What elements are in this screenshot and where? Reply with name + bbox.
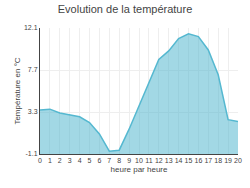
svg-text:10: 10	[135, 157, 143, 164]
svg-text:-1.1: -1.1	[26, 150, 38, 157]
svg-text:heure par heure: heure par heure	[111, 165, 168, 174]
svg-text:7: 7	[107, 157, 111, 164]
svg-text:Température en °C: Température en °C	[13, 57, 22, 124]
svg-text:9: 9	[127, 157, 131, 164]
svg-text:14: 14	[175, 157, 183, 164]
svg-text:11: 11	[145, 157, 152, 164]
svg-text:13: 13	[165, 157, 173, 164]
svg-text:20: 20	[234, 157, 242, 164]
svg-text:3.3: 3.3	[28, 108, 38, 115]
svg-text:19: 19	[224, 157, 232, 164]
svg-text:Evolution de la température: Evolution de la température	[58, 3, 193, 15]
svg-text:8: 8	[117, 157, 121, 164]
svg-text:7.7: 7.7	[28, 66, 38, 73]
svg-text:4: 4	[78, 157, 82, 164]
svg-text:2: 2	[58, 157, 62, 164]
svg-text:18: 18	[214, 157, 222, 164]
svg-text:17: 17	[204, 157, 212, 164]
svg-text:5: 5	[88, 157, 92, 164]
svg-text:1: 1	[48, 157, 52, 164]
svg-text:15: 15	[185, 157, 193, 164]
svg-text:16: 16	[195, 157, 203, 164]
svg-text:12.1: 12.1	[24, 24, 38, 31]
svg-text:6: 6	[97, 157, 101, 164]
svg-text:12: 12	[155, 157, 163, 164]
svg-text:0: 0	[38, 157, 42, 164]
svg-text:3: 3	[68, 157, 72, 164]
